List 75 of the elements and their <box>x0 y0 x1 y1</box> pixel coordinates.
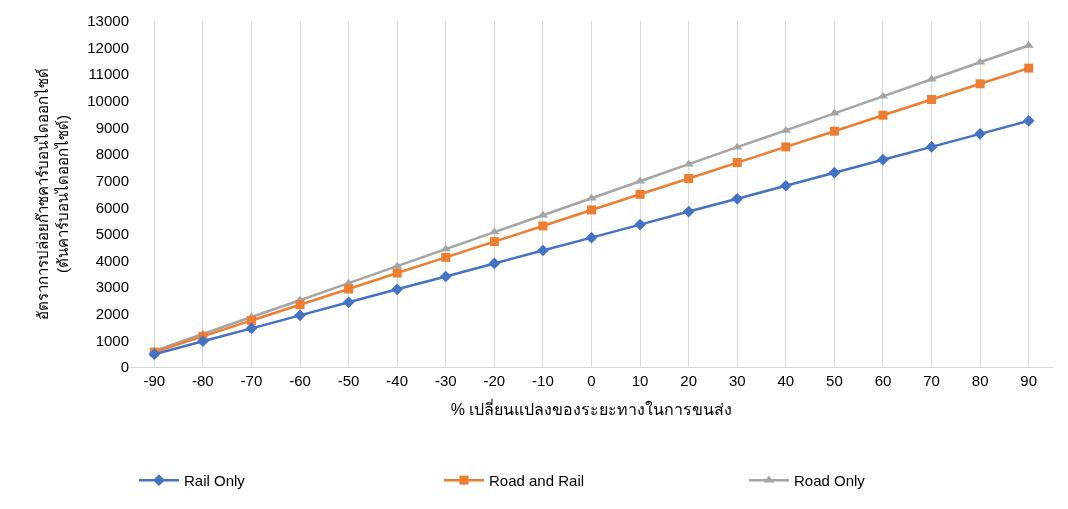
point <box>246 315 256 325</box>
point <box>295 300 305 310</box>
point <box>829 126 839 136</box>
point <box>732 158 742 168</box>
x-tick-label: 90 <box>1020 372 1038 389</box>
y-tick-label: 9000 <box>95 118 129 136</box>
y-tick-label: 10000 <box>87 92 129 110</box>
point <box>731 192 744 205</box>
x-tick-label: 40 <box>777 372 795 389</box>
y-axis-title: อัตราการปล่อยก๊าซคาร์บอนไดออกไซด์ (ตันคาร์บอนไดออกไซด์) <box>34 68 71 320</box>
y-tick-label: 3000 <box>95 278 129 296</box>
x-tick-label: 30 <box>728 372 746 389</box>
point <box>197 335 209 348</box>
point <box>878 110 888 120</box>
point <box>682 205 695 218</box>
y-tick-label: 13000 <box>87 12 129 30</box>
y-tick-label: 0 <box>120 358 129 376</box>
x-tick-label: 0 <box>587 372 596 389</box>
x-tick-label: 10 <box>631 372 649 389</box>
x-tick-label: -40 <box>386 372 409 389</box>
point <box>781 142 791 152</box>
point <box>1022 114 1035 127</box>
point <box>245 322 258 335</box>
point <box>441 252 451 262</box>
x-tick-label: 70 <box>923 372 940 389</box>
x-tick-label: -60 <box>289 372 311 389</box>
point <box>344 284 354 294</box>
x-axis-title: % เปลี่ยนแปลงของระยะทางในการขนส่ง <box>450 397 733 418</box>
point <box>925 141 938 153</box>
point <box>1024 63 1034 73</box>
y-tick-label: 6000 <box>95 198 129 216</box>
point <box>587 205 596 215</box>
x-tick-label: -50 <box>337 372 360 389</box>
point <box>927 95 937 105</box>
y-tick-label: 5000 <box>95 225 129 243</box>
x-tick-label: -10 <box>532 372 554 389</box>
point <box>537 244 549 257</box>
x-tick-label: 60 <box>874 372 892 389</box>
point <box>294 309 306 322</box>
point <box>684 174 694 184</box>
x-tick-label: 80 <box>971 372 989 389</box>
legend-label: Rail Only <box>184 471 246 489</box>
y-tick-label: 12000 <box>87 38 129 56</box>
point <box>779 179 792 192</box>
point <box>391 283 404 296</box>
point <box>489 237 499 247</box>
x-tick-label: 50 <box>826 372 843 389</box>
point <box>488 257 501 270</box>
point <box>634 218 646 231</box>
point <box>828 166 841 179</box>
point <box>538 221 548 231</box>
point <box>974 128 986 140</box>
x-tick-label: -80 <box>192 372 214 389</box>
y-tick-label: 11000 <box>88 65 129 83</box>
point <box>635 189 645 199</box>
legend-label: Road and Rail <box>489 471 585 489</box>
point <box>585 231 598 244</box>
point <box>392 268 402 278</box>
point <box>439 270 452 283</box>
y-tick-label: 1000 <box>95 331 129 349</box>
y-tick-label: 4000 <box>95 251 129 269</box>
x-tick-label: -30 <box>434 372 457 389</box>
x-tick-label: -90 <box>143 372 166 389</box>
point <box>975 79 985 89</box>
point <box>829 108 840 116</box>
legend-label: Road Only <box>794 471 866 489</box>
x-tick-label: -20 <box>483 372 506 389</box>
x-tick-label: 20 <box>680 372 697 389</box>
y-tick-label: 2000 <box>95 305 129 323</box>
y-tick-label: 8000 <box>95 145 129 163</box>
point <box>489 227 500 235</box>
point <box>342 296 355 309</box>
point <box>877 153 889 166</box>
y-tick-label: 7000 <box>95 171 129 189</box>
x-tick-label: -70 <box>240 372 263 389</box>
